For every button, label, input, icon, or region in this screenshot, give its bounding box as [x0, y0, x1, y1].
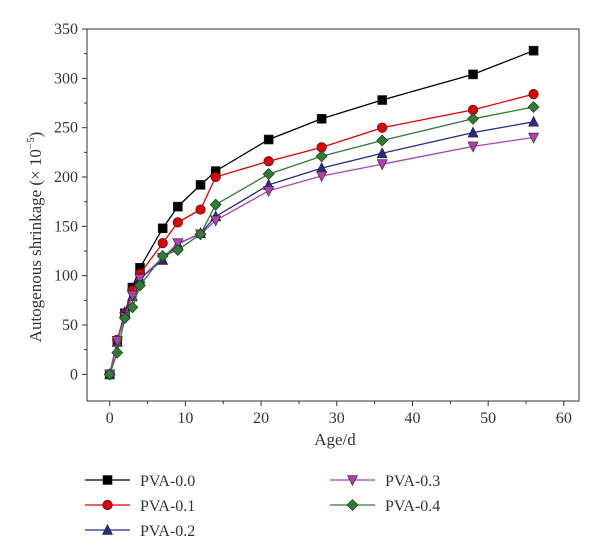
series-pva-0-3 [104, 132, 540, 381]
y-axis-title-exponent: −5 [25, 137, 37, 149]
legend-marker [102, 499, 113, 511]
legend-marker [346, 499, 359, 511]
data-point [528, 132, 540, 144]
data-point [376, 159, 388, 171]
series-line [109, 50, 534, 375]
data-point [468, 69, 478, 80]
data-point [157, 223, 168, 234]
data-point [126, 290, 138, 302]
data-point [263, 156, 274, 167]
data-point [528, 89, 539, 100]
y-axis-title-close: ) [26, 132, 45, 138]
data-point [134, 273, 146, 285]
legend-item: PVA-0.2 [85, 523, 195, 540]
data-point [377, 95, 388, 105]
series-pva-0-4 [103, 101, 540, 381]
data-point [376, 134, 389, 147]
series-pva-0-0 [104, 45, 539, 380]
data-point [316, 113, 327, 124]
legend-item: PVA-0.3 [330, 473, 440, 490]
x-tick-label: 30 [329, 410, 345, 427]
data-point [118, 312, 131, 325]
legend-marker [102, 523, 113, 535]
data-point [172, 217, 183, 228]
data-point [195, 204, 206, 215]
x-tick-label: 60 [556, 410, 572, 427]
legend-label: PVA-0.3 [385, 473, 440, 490]
x-tick-label: 20 [253, 410, 269, 427]
legend: PVA-0.0 PVA-0.1 PVA-0.2 PVA-0.3 PVA-0.4 [85, 473, 440, 540]
x-axis-title: Age/d [314, 430, 356, 449]
data-point [315, 150, 328, 163]
legend-label: PVA-0.2 [140, 523, 195, 540]
y-axis-title-main: Autogenous shrinkage (× 10 [26, 149, 45, 342]
legend-label: PVA-0.1 [140, 498, 195, 515]
y-tick-label: 50 [62, 317, 78, 334]
data-point [263, 134, 274, 145]
y-tick-label: 150 [54, 218, 78, 235]
data-point [195, 180, 206, 190]
y-tick-label: 350 [54, 21, 78, 38]
data-point [527, 101, 540, 113]
legend-marker [102, 475, 113, 485]
data-point [467, 126, 479, 138]
x-tick-label: 0 [106, 410, 114, 427]
legend-label: PVA-0.0 [140, 473, 195, 490]
x-tick-label: 50 [480, 410, 496, 427]
data-point [467, 112, 479, 125]
legend-label: PVA-0.4 [385, 498, 440, 515]
y-tick-label: 250 [54, 120, 78, 137]
legend-item: PVA-0.1 [85, 498, 195, 515]
data-point [316, 171, 328, 183]
data-point [173, 201, 183, 212]
legend-item: PVA-0.4 [330, 498, 440, 515]
data-point [194, 228, 207, 241]
data-point [134, 279, 146, 292]
y-tick-label: 200 [54, 169, 78, 186]
data-point [209, 198, 222, 211]
data-point [263, 186, 275, 197]
data-point [210, 215, 222, 227]
data-point [376, 147, 388, 159]
data-point [126, 301, 139, 314]
y-axis-title: Autogenous shrinkage (× 10−5) [25, 132, 45, 343]
x-tick-label: 10 [177, 410, 193, 427]
data-point [156, 250, 169, 262]
data-point [528, 115, 540, 127]
legend-marker [347, 475, 358, 487]
data-point [262, 168, 275, 180]
data-point [157, 238, 168, 249]
data-point [172, 238, 184, 250]
plot-frame [86, 28, 580, 402]
data-point [377, 122, 388, 133]
data-point [111, 346, 124, 359]
x-tick-label: 40 [404, 410, 420, 427]
data-point [103, 368, 116, 381]
y-tick-label: 300 [54, 70, 78, 87]
data-point [171, 244, 184, 256]
data-point [210, 171, 221, 183]
data-point [467, 141, 479, 153]
y-tick-label: 100 [54, 268, 78, 285]
legend-item: PVA-0.0 [85, 473, 195, 490]
data-point [528, 45, 539, 56]
y-tick-label: 0 [70, 366, 78, 383]
